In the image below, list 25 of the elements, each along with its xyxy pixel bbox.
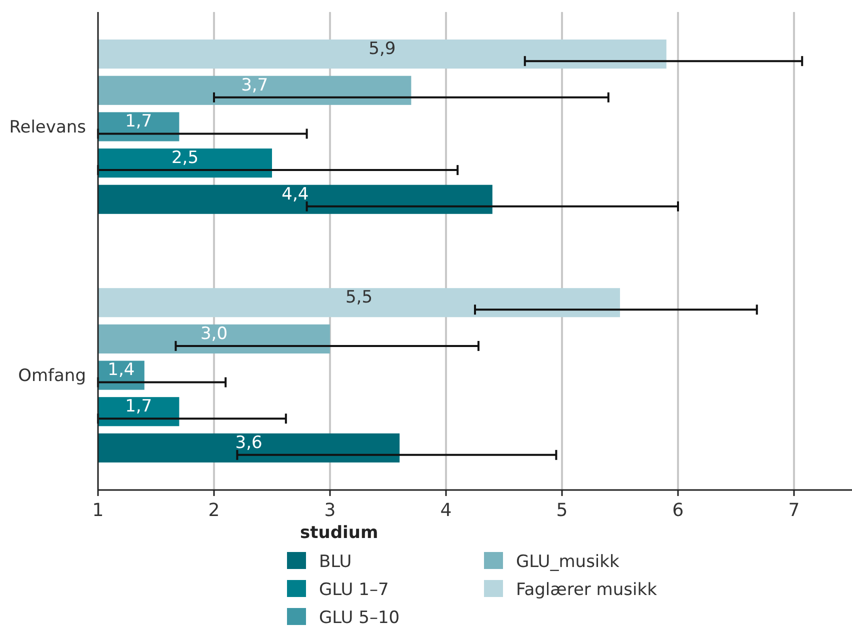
x-tick-label: 3	[324, 500, 336, 521]
x-tick-label: 5	[556, 500, 568, 521]
legend-label: GLU 5–10	[319, 608, 400, 628]
legend-title: studium	[300, 523, 378, 543]
legend-label: GLU_musikk	[516, 552, 620, 572]
data-label: 1,4	[108, 360, 135, 380]
x-tick-label: 2	[208, 500, 220, 521]
data-label: 1,7	[125, 112, 152, 132]
legend-label: GLU 1–7	[319, 580, 389, 600]
data-label: 5,9	[368, 39, 396, 60]
x-tick-label: 4	[440, 500, 452, 521]
data-label: 3,0	[200, 324, 228, 344]
y-tick-label: Omfang	[18, 366, 86, 386]
legend-label: BLU	[319, 552, 352, 572]
x-tick-label: 6	[672, 500, 684, 521]
data-label: 1,7	[125, 396, 152, 417]
data-label: 4,4	[282, 184, 309, 204]
x-tick-label: 7	[788, 500, 800, 521]
data-label: 3,6	[235, 432, 262, 453]
data-label: 2,5	[171, 148, 199, 168]
y-tick-label: Relevans	[9, 118, 86, 138]
data-label: 3,7	[241, 75, 268, 96]
legend-label: Faglærer musikk	[516, 580, 658, 600]
x-tick-label: 1	[92, 500, 104, 521]
data-label: 5,5	[345, 288, 373, 308]
